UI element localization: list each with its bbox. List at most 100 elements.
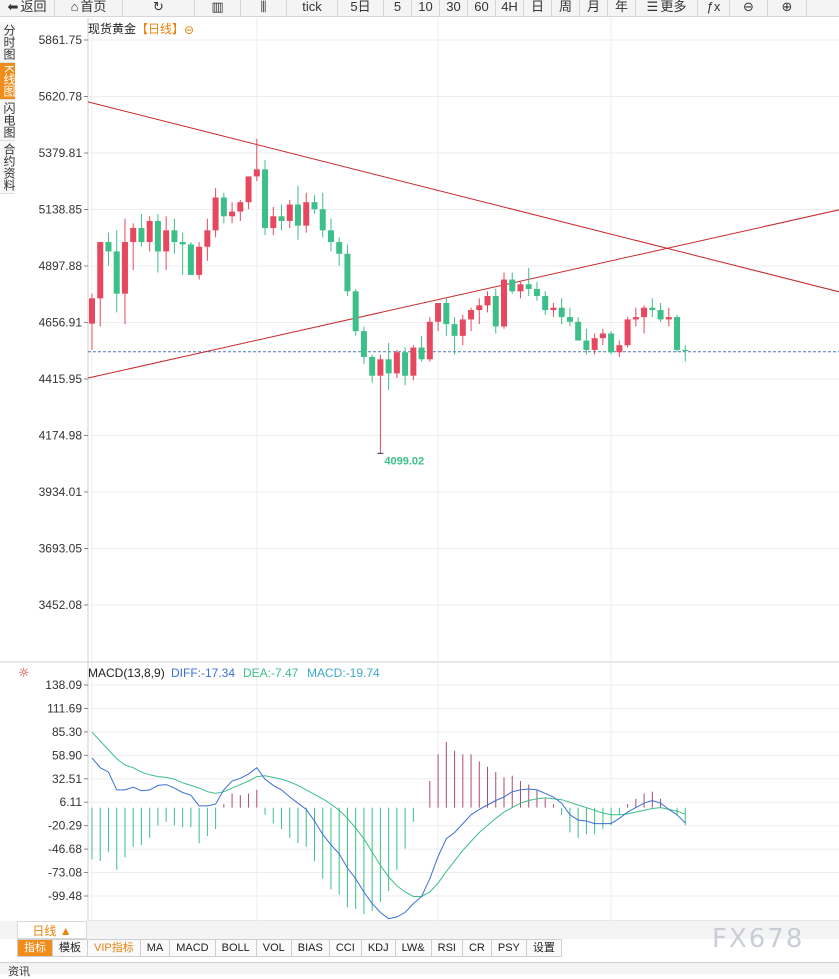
candle-body (566, 317, 573, 322)
toolbar-button-13[interactable]: 周 (552, 0, 580, 17)
candle-body (542, 295, 549, 311)
refresh-icon: ↻ (153, 0, 164, 14)
candle-body (130, 227, 137, 243)
toolbar: ⬅ 返回 ⌂ 首页 ↻ ▥ ⫼ tick 5日 5 10 30 60 4H 日周月年 ☰ 更多 ƒx ⊖ ⊕ (0, 0, 839, 17)
chart-area: 5861.75 5620.78 5379.81 5138.85 4897.88 4656.… (0, 18, 839, 921)
price-tick-label: 4174.98 (39, 429, 83, 443)
indicator-tab-8[interactable]: CCI (329, 939, 362, 957)
toolbar-button-3[interactable]: ▥ (195, 0, 241, 17)
indicator-tab-0[interactable]: 指标 (17, 939, 53, 957)
candle-body (517, 284, 524, 292)
candle-body (402, 352, 409, 376)
indicator-tab-2[interactable]: VIP指标 (88, 939, 141, 957)
price-tick-label: 4897.88 (39, 259, 83, 273)
toolbar-button-label: 4H (501, 0, 518, 14)
candle-body (657, 310, 664, 320)
toolbar-button-4[interactable]: ⫼ (241, 0, 287, 17)
low-annotation-label: 4099.02 (384, 455, 424, 467)
candle-body (451, 324, 458, 336)
toolbar-button-17[interactable]: ƒx (698, 0, 730, 17)
indicator-tab-9[interactable]: KDJ (361, 939, 396, 957)
candle-body (97, 242, 104, 299)
price-tick-label: 4656.91 (39, 316, 83, 330)
candle-body (270, 216, 277, 228)
macd-tick-label: -20.29 (48, 819, 82, 833)
toolbar-button-label: tick (302, 0, 322, 14)
candle-body (319, 209, 326, 231)
toolbar-button-15[interactable]: 年 (608, 0, 636, 17)
toolbar-button-label: 5日 (350, 0, 371, 14)
toolbar-button-19[interactable]: ⊕ (768, 0, 807, 17)
candle-body (229, 211, 236, 217)
price-tick-label: 3934.01 (39, 485, 83, 499)
indicator-settings-icon[interactable]: ☼ (18, 666, 30, 681)
toolbar-button-11[interactable]: 4H (496, 0, 524, 17)
indicator-tab-5[interactable]: BOLL (215, 939, 257, 957)
candle-body (558, 307, 565, 318)
candle-body (509, 279, 516, 292)
candle-body (426, 321, 433, 360)
indicator-tab-3[interactable]: MA (140, 939, 171, 957)
indicator-tab-7[interactable]: BIAS (291, 939, 330, 957)
candle-body (665, 317, 672, 320)
candle-body (393, 352, 400, 374)
sidebar-tab-1[interactable]: K线图 (0, 63, 16, 101)
home-icon: ⌂ (70, 0, 79, 14)
indicator-tab-6[interactable]: VOL (256, 939, 292, 957)
trendline-0 (87, 101, 839, 293)
toolbar-button-12[interactable]: 日 (524, 0, 552, 17)
candle-body (468, 310, 475, 320)
candle-body (360, 331, 367, 357)
indicator-tab-1[interactable]: 模板 (53, 939, 88, 957)
timeframe-selector-button[interactable]: 日线 ▲ (17, 921, 87, 939)
toolbar-button-7[interactable]: 5 (384, 0, 412, 17)
toolbar-button-6[interactable]: 5日 (338, 0, 384, 17)
macd-dea-label: DEA:-7.47 (243, 666, 299, 680)
candle-body (583, 340, 590, 350)
indicator-tab-12[interactable]: CR (462, 939, 492, 957)
candle-body (385, 359, 392, 374)
candle-body (154, 220, 161, 252)
candle-body (212, 197, 219, 231)
indicator-tab-10[interactable]: LW& (395, 939, 432, 957)
indicator-tab-13[interactable]: PSY (491, 939, 527, 957)
back-arrow-icon: ⬅ (7, 0, 19, 14)
candle-body (138, 227, 145, 243)
macd-title: MACD(13,8,9) (88, 666, 165, 680)
price-tick-label: 5379.81 (39, 146, 83, 160)
toolbar-button-label: 30 (446, 0, 461, 14)
macd-tick-label: -73.08 (48, 866, 82, 880)
price-tick-label: 5620.78 (39, 90, 83, 104)
toolbar-button-2[interactable]: ↻ (123, 0, 195, 17)
sidebar-tab-2[interactable]: 闪电图 (0, 100, 16, 142)
toolbar-button-label: 60 (474, 0, 489, 14)
candle-body (146, 220, 153, 243)
macd-value-label: MACD:-19.74 (307, 666, 380, 680)
indicator-tab-4[interactable]: MACD (170, 939, 216, 957)
collapse-toggle-icon[interactable]: ⊖ (184, 23, 194, 37)
toolbar-button-5[interactable]: tick (287, 0, 338, 17)
candle-body (682, 349, 689, 352)
macd-tick-label: 58.90 (52, 748, 82, 762)
sidebar-tab-0[interactable]: 分时图 (0, 22, 16, 63)
toolbar-button-16[interactable]: ☰ 更多 (636, 0, 698, 17)
toolbar-button-14[interactable]: 月 (580, 0, 608, 17)
candle-body (674, 317, 681, 350)
candle-body (410, 347, 417, 376)
candlestick-icon: ⫼ (260, 0, 267, 14)
toolbar-button-8[interactable]: 10 (412, 0, 440, 17)
macd-tick-label: 138.09 (45, 678, 82, 692)
indicator-tab-11[interactable]: RSI (431, 939, 463, 957)
candle-body (327, 230, 334, 243)
sidebar-tab-3[interactable]: 合约资料 (0, 141, 16, 195)
candle-body (121, 242, 128, 294)
indicator-tab-14[interactable]: 设置 (526, 939, 562, 957)
toolbar-button-9[interactable]: 30 (440, 0, 468, 17)
toolbar-button-0[interactable]: ⬅ 返回 (0, 0, 55, 17)
toolbar-button-1[interactable]: ⌂ 首页 (55, 0, 123, 17)
toolbar-button-10[interactable]: 60 (468, 0, 496, 17)
candle-body (632, 317, 639, 320)
candle-body (303, 202, 310, 226)
toolbar-button-18[interactable]: ⊖ (730, 0, 768, 17)
footer-tab-news[interactable]: 资讯 (8, 966, 30, 978)
